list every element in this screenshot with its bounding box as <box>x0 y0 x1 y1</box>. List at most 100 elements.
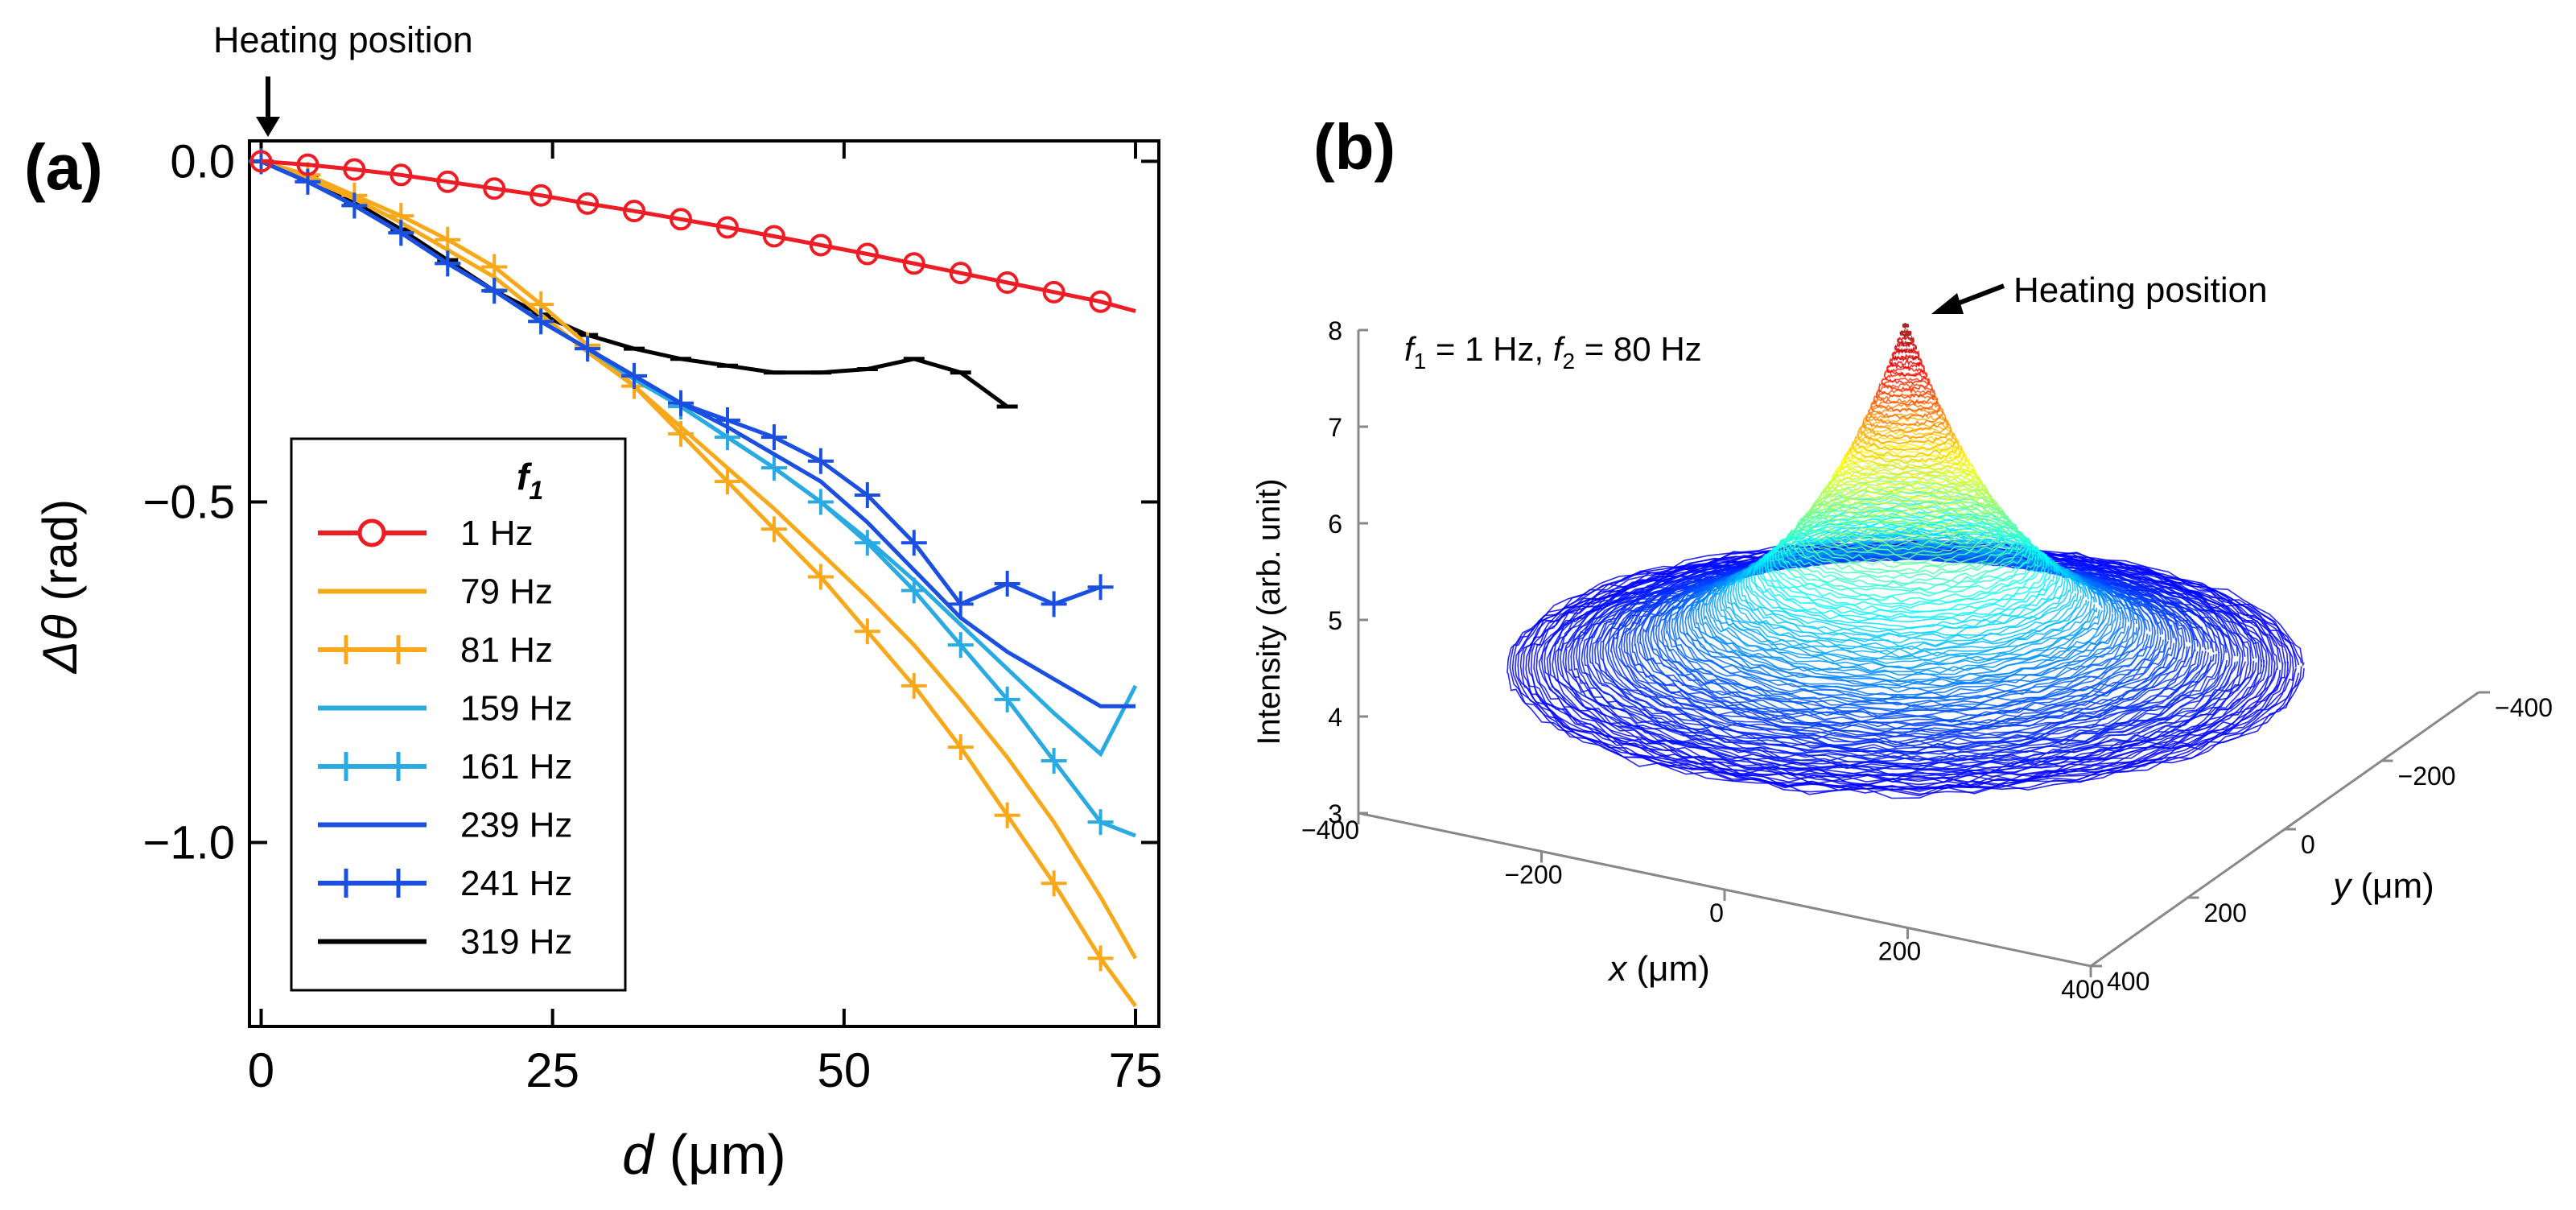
intensity-ring <box>1886 360 1925 378</box>
x-tick-label: 50 <box>817 1043 871 1097</box>
intensity-ring <box>1849 429 1963 470</box>
intensity-ring <box>1732 535 2079 650</box>
intensity-ring <box>1791 498 2021 575</box>
panel-b: (b) 3 4 5 6 7 8 −400 −200 0 200 400 400 200 0 −200 −400… <box>1251 111 2553 1004</box>
z-axis-label-b: y (μm) <box>2331 866 2434 906</box>
legend-item: 319 Hz <box>318 923 572 962</box>
legend-title-a: f1 <box>517 456 543 505</box>
heating-position-label-b: Heating position <box>2013 270 2268 310</box>
annot-sub1: 1 <box>1414 349 1427 374</box>
y-tick-label-b: 400 <box>2107 967 2149 996</box>
intensity-ring <box>1556 547 2255 773</box>
data-point <box>762 225 785 248</box>
intensity-ring <box>1756 523 2055 621</box>
panel-b-label: (b) <box>1313 111 1395 183</box>
data-point <box>249 150 273 173</box>
intensity-ring <box>1844 438 1968 482</box>
x-axis-label-a: d (μm) <box>622 1123 786 1186</box>
y-tick-label-b: 0 <box>2301 830 2315 859</box>
x-tick-label: 0 <box>248 1043 274 1097</box>
intensity-ring <box>1572 549 2239 765</box>
data-point <box>715 216 739 239</box>
data-point <box>902 252 925 275</box>
legend-label: 161 Hz <box>460 747 572 787</box>
intensity-ring <box>1817 472 1994 534</box>
intensity-ring <box>1772 512 2039 603</box>
legend-label: 81 Hz <box>460 630 553 670</box>
legend-label: 319 Hz <box>460 923 572 962</box>
intensity-ring <box>1740 531 2071 639</box>
legend-item: 1 Hz <box>318 514 533 553</box>
intensity-ring <box>1766 517 2045 609</box>
intensity-ring <box>1873 387 1939 413</box>
intensity-ring <box>1745 528 2066 635</box>
intensity-ring <box>1875 382 1936 407</box>
x-tick-label-b: −200 <box>1504 861 1562 890</box>
annot-sub2: 2 <box>1562 349 1575 374</box>
data-point <box>1042 280 1065 304</box>
legend-title-symbol: f <box>517 456 533 498</box>
z-axis-symbol-b: y <box>2331 866 2353 906</box>
intensity-ring <box>1852 426 1960 464</box>
axes-b: 3 4 5 6 7 8 −400 −200 0 200 400 400 200 0 −200 −400 <box>1301 316 2553 1004</box>
intensity-ring <box>1679 550 2133 698</box>
y-axis-label-a: Δθ (rad) <box>33 499 87 675</box>
data-point <box>995 271 1019 294</box>
intensity-ring <box>1799 491 2013 564</box>
intensity-ring <box>1583 551 2228 760</box>
intensity-ring <box>1838 446 1973 493</box>
y-axis-unit-a: (rad) <box>33 499 87 614</box>
intensity-ring <box>1809 481 2002 547</box>
intensity-ring <box>1783 505 2029 588</box>
intensity-ring <box>1795 494 2016 568</box>
intensity-ring <box>1758 521 2053 619</box>
intensity-ring <box>1785 502 2026 584</box>
legend-item: 79 Hz <box>318 572 553 612</box>
intensity-ring <box>1519 540 2292 791</box>
x-tick-label: 25 <box>526 1043 579 1097</box>
y-tick-label: 0.0 <box>170 135 235 188</box>
intensity-ring <box>1867 398 1943 427</box>
data-point <box>530 184 553 207</box>
data-point <box>389 163 413 187</box>
series-line <box>260 159 1138 1008</box>
heating-arrow-icon <box>256 76 280 137</box>
intensity-ring <box>1734 533 2076 647</box>
intensity-ring <box>1836 448 1976 498</box>
intensity-ring <box>1822 466 1989 524</box>
x-axis-symbol-b: x <box>1607 949 1628 989</box>
data-point <box>670 208 693 231</box>
data-point <box>949 262 972 285</box>
x-axis-unit-a: (μm) <box>653 1123 786 1186</box>
intensity-ring <box>1681 547 2129 696</box>
y-tick-label-b: 200 <box>2204 898 2247 927</box>
x-tick-label-b: 0 <box>1709 898 1724 927</box>
legend-item: 81 Hz <box>318 630 553 670</box>
data-point <box>623 200 646 223</box>
intensity-tick-label: 3 <box>1328 799 1342 828</box>
intensity-tick-label: 5 <box>1328 606 1342 635</box>
x-ticks-a: 0 25 50 75 <box>248 141 1162 1097</box>
heating-arrow-b-icon <box>1931 283 2005 314</box>
data-point <box>855 242 879 266</box>
frequency-annotation-b: f1 = 1 Hz, f2 = 80 Hz <box>1404 330 1702 374</box>
intensity-ring <box>1865 403 1947 433</box>
panel-a: (a) Heating position 0 25 50 75 0.0 −0.5 −1.0… <box>24 19 1162 1186</box>
intensity-ring <box>1820 469 1992 528</box>
intensity-ring <box>1801 489 2010 560</box>
legend-marker <box>357 518 386 547</box>
intensity-ring <box>1769 514 2042 606</box>
heating-position-label-a: Heating position <box>213 19 473 60</box>
intensity-ring <box>1833 454 1978 503</box>
legend-label: 1 Hz <box>460 514 533 553</box>
data-point <box>809 233 832 257</box>
data-point <box>343 158 366 181</box>
data-point <box>436 170 460 193</box>
intensity-ring <box>1899 328 1912 340</box>
intensity-ring <box>1846 433 1965 476</box>
intensity-ring <box>1902 323 1910 330</box>
x-tick-label-b: 200 <box>1878 937 1921 966</box>
intensity-ring <box>1522 542 2289 791</box>
series-line <box>260 159 1138 960</box>
